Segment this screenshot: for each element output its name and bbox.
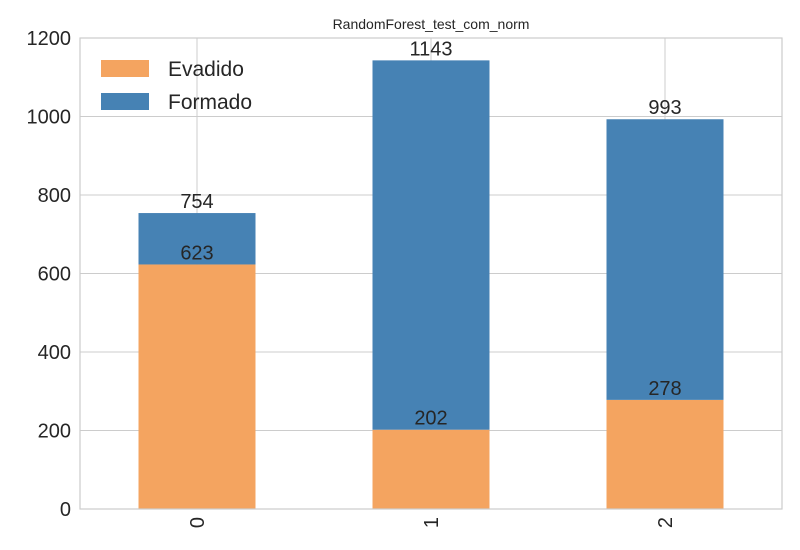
y-tick-label: 400 xyxy=(38,342,71,364)
x-axis-ticks: 0 1 2 xyxy=(187,517,677,528)
plot-frame xyxy=(79,37,783,510)
data-label: 754 xyxy=(180,191,213,213)
y-tick-label: 600 xyxy=(38,264,71,286)
legend-label-evadido: Evadido xyxy=(168,58,244,81)
bar-formado-1 xyxy=(372,60,490,430)
data-label: 993 xyxy=(648,97,681,119)
data-label: 202 xyxy=(414,408,447,430)
bar-formado-2 xyxy=(606,119,724,400)
data-labels-group: 623 754 202 1143 278 993 xyxy=(180,38,681,429)
y-tick-label: 200 xyxy=(38,421,71,443)
data-label: 278 xyxy=(648,378,681,400)
bar-evadido-0 xyxy=(138,264,256,509)
y-tick-label: 0 xyxy=(60,499,71,521)
x-tick-label: 0 xyxy=(187,517,209,528)
x-tick-label: 1 xyxy=(421,517,443,528)
y-tick-label: 800 xyxy=(38,185,71,207)
legend-swatch-formado xyxy=(101,93,149,110)
y-tick-label: 1200 xyxy=(27,28,72,50)
y-tick-label: 1000 xyxy=(27,107,72,129)
data-label: 1143 xyxy=(409,38,452,60)
chart-title: RandomForest_test_com_norm xyxy=(333,16,530,32)
y-axis-ticks: 0 200 400 600 800 1000 1200 xyxy=(27,28,72,521)
bar-formado-0 xyxy=(138,213,256,265)
legend: Evadido Formado xyxy=(101,58,252,114)
bars-group xyxy=(138,60,724,509)
data-label: 623 xyxy=(180,242,213,264)
bar-evadido-2 xyxy=(606,399,724,509)
x-tick-label: 2 xyxy=(655,517,677,528)
legend-label-formado: Formado xyxy=(168,91,252,114)
bar-evadido-1 xyxy=(372,429,490,509)
legend-swatch-evadido xyxy=(101,60,149,77)
